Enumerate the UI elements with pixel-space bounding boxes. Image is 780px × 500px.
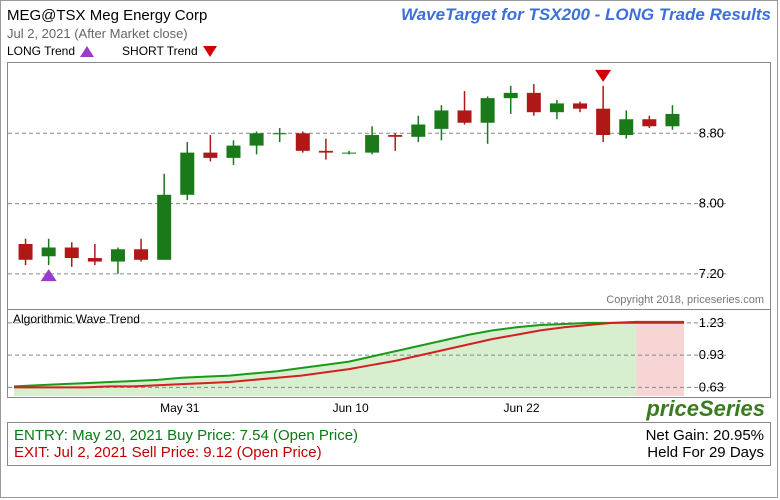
trade-summary: ENTRY: May 20, 2021 Buy Price: 7.54 (Ope… xyxy=(7,422,771,466)
long-trend-legend: LONG Trend xyxy=(7,44,94,58)
svg-text:0.93: 0.93 xyxy=(699,347,724,362)
chart-date: Jul 2, 2021 (After Market close) xyxy=(7,26,771,41)
short-trend-down-icon xyxy=(203,46,217,57)
x-tick-label: Jun 10 xyxy=(333,401,369,415)
long-trend-up-icon xyxy=(80,46,94,57)
copyright-text: Copyright 2018, priceseries.com xyxy=(606,294,764,306)
ticker-symbol: MEG@TSX Meg Energy Corp xyxy=(7,7,207,24)
indicator-chart: Algorithmic Wave Trend 0.63 0.93 1.23 xyxy=(7,310,771,398)
brand-logo: priceSeries xyxy=(646,396,765,422)
wave-target-title: WaveTarget for TSX200 - LONG Trade Resul… xyxy=(401,5,771,25)
header: MEG@TSX Meg Energy Corp WaveTarget for T… xyxy=(1,1,777,60)
long-trend-label: LONG Trend xyxy=(7,44,75,58)
held-for: Held For 29 Days xyxy=(647,444,764,461)
candlestick-svg: 7.20 8.00 8.80 xyxy=(8,63,728,309)
svg-text:0.63: 0.63 xyxy=(699,379,724,394)
x-tick-label: Jun 22 xyxy=(503,401,539,415)
svg-text:7.20: 7.20 xyxy=(699,266,724,281)
svg-text:8.80: 8.80 xyxy=(699,125,724,140)
x-axis: priceSeries May 31Jun 10Jun 22 xyxy=(7,398,771,418)
short-trend-legend: SHORT Trend xyxy=(122,44,217,58)
short-trend-label: SHORT Trend xyxy=(122,44,198,58)
indicator-title: Algorithmic Wave Trend xyxy=(13,312,140,326)
chart-container: MEG@TSX Meg Energy Corp WaveTarget for T… xyxy=(0,0,778,498)
trend-legend: LONG Trend SHORT Trend xyxy=(7,44,771,58)
price-chart: 7.20 8.00 8.80 Copyright 2018, priceseries… xyxy=(7,62,771,310)
svg-text:8.00: 8.00 xyxy=(699,196,724,211)
x-tick-label: May 31 xyxy=(160,401,199,415)
net-gain: Net Gain: 20.95% xyxy=(646,427,764,444)
svg-text:1.23: 1.23 xyxy=(699,315,724,330)
